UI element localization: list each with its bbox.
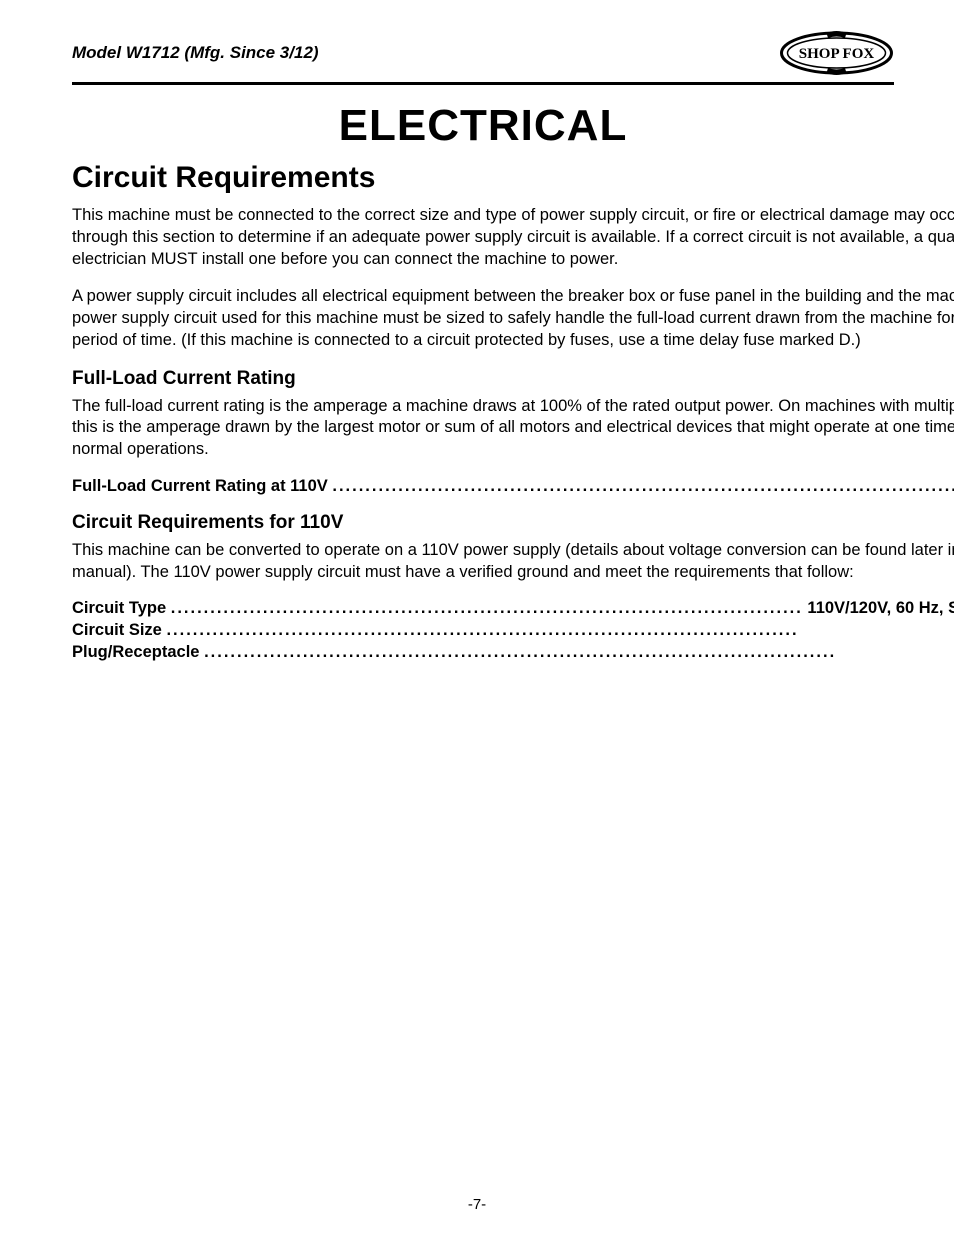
subheading-cr110: Circuit Requirements for 110V xyxy=(72,512,954,534)
spec-label: Circuit Size xyxy=(72,621,162,640)
spec-line-circuit-size: Circuit Size 15 Amps xyxy=(72,621,954,640)
svg-text:SHOP FOX: SHOP FOX xyxy=(799,46,875,62)
flcr-paragraph: The full-load current rating is the ampe… xyxy=(72,396,954,461)
header: Model W1712 (Mfg. Since 3/12) SHOP FOX xyxy=(72,30,894,76)
leader-dots xyxy=(166,621,954,640)
model-text: Model W1712 (Mfg. Since 3/12) xyxy=(72,43,319,63)
brand-logo: SHOP FOX xyxy=(779,30,894,76)
intro-paragraph-1: This machine must be connected to the co… xyxy=(72,205,954,270)
intro-paragraph-2: A power supply circuit includes all elec… xyxy=(72,286,954,351)
cr110-paragraph: This machine can be converted to operate… xyxy=(72,540,954,584)
subheading-flcr: Full-Load Current Rating xyxy=(72,368,954,390)
spec-label: Circuit Type xyxy=(72,599,166,618)
section-title-circuit-requirements: Circuit Requirements xyxy=(72,161,954,195)
page-title: ELECTRICAL xyxy=(72,101,894,151)
spec-value: 110V/120V, 60 Hz, Single-Phase xyxy=(807,599,954,618)
header-rule xyxy=(72,82,894,85)
spec-line-plug: Plug/Receptacle NEMA 5-15 xyxy=(72,643,954,662)
leader-dots xyxy=(204,643,954,662)
leader-dots xyxy=(171,599,803,618)
spec-label: Plug/Receptacle xyxy=(72,643,199,662)
page-number: -7- xyxy=(0,1196,954,1213)
content-columns: Circuit Requirements This machine must b… xyxy=(72,161,894,1185)
left-column: Circuit Requirements This machine must b… xyxy=(72,161,954,1185)
spec-line-circuit-type: Circuit Type 110V/120V, 60 Hz, Single-Ph… xyxy=(72,599,954,618)
leader-dots xyxy=(332,477,954,496)
flcr-spec-line: Full-Load Current Rating at 110V 10.5 Am… xyxy=(72,477,954,496)
flcr-spec-label: Full-Load Current Rating at 110V xyxy=(72,477,328,496)
